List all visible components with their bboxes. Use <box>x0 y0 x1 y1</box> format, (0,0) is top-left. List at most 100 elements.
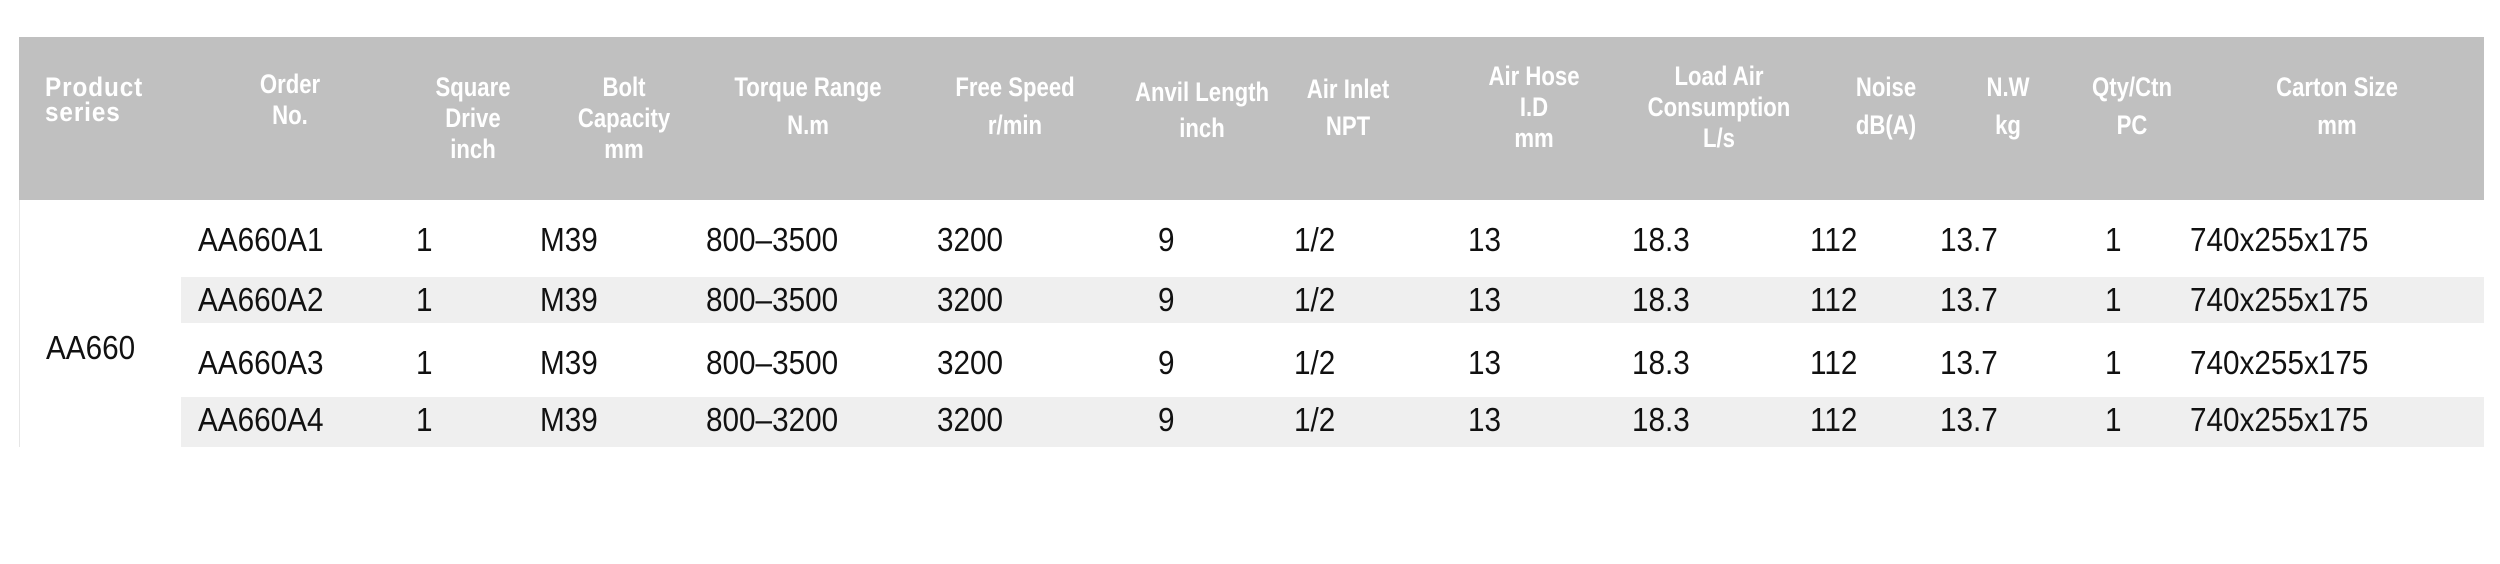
column-header-line: Torque Range <box>734 72 882 102</box>
table-cell: AA660A3 <box>198 344 324 381</box>
table-cell: 18.3 <box>1632 344 1690 381</box>
column-header-line: PC <box>2116 110 2148 140</box>
column-header-line: Qty/Ctn <box>2092 72 2172 102</box>
table-cell: 740x255x175 <box>2190 281 2369 318</box>
column-header: Load Air Consumption L/s <box>1648 61 1791 154</box>
table-cell: 1 <box>416 281 433 318</box>
column-header-line: series <box>45 96 121 127</box>
table-cell: 740x255x175 <box>2190 344 2369 381</box>
row-shade <box>181 277 2484 323</box>
column-header-line: inch <box>450 133 496 164</box>
column-header: Noise dB(A) <box>1856 68 1916 144</box>
column-header-line: NPT <box>1325 110 1371 141</box>
column-header: Square Drive inch <box>435 72 510 165</box>
table-cell: 3200 <box>937 221 1004 258</box>
column-header-line: dB(A) <box>1855 110 1917 140</box>
table-cell: 13.7 <box>1940 344 1998 381</box>
table-cell: 1/2 <box>1294 221 1336 258</box>
column-header: Free Speed r/min <box>955 68 1074 144</box>
table-cell: 3200 <box>937 344 1004 381</box>
table-cell: 13 <box>1468 401 1502 438</box>
column-header-line: Anvil Length <box>1134 77 1270 107</box>
column-header-line: mm <box>1514 122 1554 153</box>
table-cell: 112 <box>1810 221 1858 258</box>
column-header-line: N.W <box>1986 72 2030 102</box>
column-header: Bolt Capacity mm <box>578 72 670 165</box>
table-cell: 1 <box>416 221 433 258</box>
table-cell: 740x255x175 <box>2190 221 2369 258</box>
column-header-line: Product <box>45 71 144 102</box>
table-cell: 800–3500 <box>706 344 839 381</box>
table-cell: 3200 <box>937 401 1004 438</box>
column-header: Order No. <box>260 69 320 131</box>
table-cell: 13.7 <box>1940 281 1998 318</box>
column-header-line: Consumption <box>1647 91 1791 122</box>
table-cell: 1/2 <box>1294 344 1336 381</box>
table-cell: AA660A2 <box>198 281 324 318</box>
table-cell: M39 <box>540 281 598 318</box>
table-cell: 1/2 <box>1294 281 1336 318</box>
column-header-line: N.m <box>787 110 829 140</box>
table-cell: 9 <box>1158 221 1175 258</box>
table-cell: 112 <box>1810 344 1858 381</box>
column-header: Product series <box>45 71 144 127</box>
table-cell: 1 <box>2105 281 2122 318</box>
column-header: N.W kg <box>1986 68 2029 144</box>
table-cell: 9 <box>1158 281 1175 318</box>
table-cell: 740x255x175 <box>2190 401 2369 438</box>
series-cell: AA660 <box>19 200 182 447</box>
table-cell: 18.3 <box>1632 401 1690 438</box>
table-cell: M39 <box>540 344 598 381</box>
table-cell: 13 <box>1468 344 1502 381</box>
column-header-line: Load Air <box>1674 60 1764 91</box>
table-cell: 18.3 <box>1632 281 1690 318</box>
table-cell: 1 <box>416 401 433 438</box>
table-cell: 112 <box>1810 401 1858 438</box>
table-cell: 13 <box>1468 221 1502 258</box>
table-cell: M39 <box>540 221 598 258</box>
table-cell: 1 <box>2105 221 2122 258</box>
table-cell: 1 <box>416 344 433 381</box>
table-cell: 800–3200 <box>706 401 839 438</box>
column-header-line: kg <box>1995 110 2021 140</box>
table-cell: AA660A1 <box>198 221 324 258</box>
table-cell: 112 <box>1810 281 1858 318</box>
column-header-line: mm <box>604 133 644 164</box>
column-header: Torque Range N.m <box>734 68 881 144</box>
table-cell: 800–3500 <box>706 281 839 318</box>
column-header-line: Bolt <box>602 71 646 102</box>
column-header-line: L/s <box>1703 122 1735 153</box>
column-header-line: r/min <box>987 110 1043 140</box>
column-header-line: No. <box>272 99 308 130</box>
column-header-line: Carton Size <box>2276 72 2398 102</box>
column-header-line: Free Speed <box>955 72 1075 102</box>
column-header-line: Air Hose <box>1488 60 1580 91</box>
column-header-line: Drive <box>445 102 501 133</box>
column-header-line: Capacity <box>577 102 671 133</box>
table-cell: 9 <box>1158 401 1175 438</box>
column-header-line: Noise <box>1855 72 1917 102</box>
series-value: AA660 <box>46 329 136 366</box>
table-cell: 13 <box>1468 281 1502 318</box>
table-cell: M39 <box>540 401 598 438</box>
table-cell: 800–3500 <box>706 221 839 258</box>
column-header: Carton Size mm <box>2276 68 2398 144</box>
table-cell: 13.7 <box>1940 401 1998 438</box>
table-cell: 1/2 <box>1294 401 1336 438</box>
table-cell: 13.7 <box>1940 221 1998 258</box>
column-header: Air Hose I.D mm <box>1488 61 1579 154</box>
column-header: Qty/Ctn PC <box>2092 68 2172 144</box>
column-header-line: Square <box>435 71 511 102</box>
table-cell: 1 <box>2105 344 2122 381</box>
column-header-line: inch <box>1179 113 1225 143</box>
table-cell: 9 <box>1158 344 1175 381</box>
table-cell: 1 <box>2105 401 2122 438</box>
column-header: Anvil Length inch <box>1135 74 1269 146</box>
table-cell: 18.3 <box>1632 221 1690 258</box>
column-header: Air Inlet NPT <box>1307 71 1389 145</box>
column-header-line: Order <box>259 68 321 99</box>
table-header <box>19 37 2484 200</box>
column-header-line: mm <box>2317 110 2357 140</box>
table-cell: AA660A4 <box>198 401 324 438</box>
column-header-line: Air Inlet <box>1306 73 1390 104</box>
